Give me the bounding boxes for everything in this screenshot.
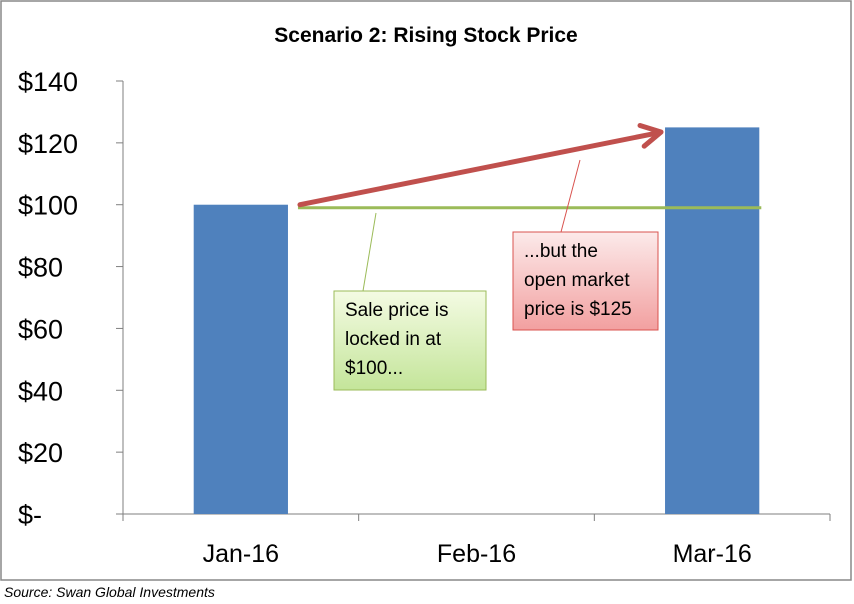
callout-box-market [512, 231, 659, 331]
x-tick-label: Feb-16 [437, 540, 516, 568]
callout-leader-sale [362, 212, 377, 292]
source-note: Source: Swan Global Investments [4, 584, 215, 600]
bar-jan-16 [193, 204, 288, 514]
overlay-lines [297, 123, 762, 210]
chart-title: Scenario 2: Rising Stock Price [274, 24, 577, 47]
callouts: Sale price is locked in at $100... ...but t… [333, 159, 659, 391]
y-tick-label: $60 [18, 314, 63, 344]
x-tick-label: Mar-16 [673, 540, 752, 568]
callout-box-sale [333, 290, 487, 391]
bar-mar-16 [665, 127, 760, 515]
callout-leader-market [560, 159, 581, 233]
y-tick-label: $140 [18, 67, 78, 97]
y-tick-label: $120 [18, 129, 78, 159]
callout-text-market: price is $125 [524, 299, 632, 320]
callout-text-sale: locked in at [345, 329, 442, 350]
y-tick-label: $20 [18, 438, 63, 468]
y-tick-label: $80 [18, 253, 63, 283]
callout-text-sale: Sale price is [345, 300, 449, 321]
price-arrow-head [637, 123, 664, 149]
callout-text-sale: $100... [345, 358, 403, 379]
axes: $- $20 $40 $60 $80 $100 $120 $140 Jan-16 Feb-16 Ma… [18, 67, 831, 568]
y-tick-label: $40 [18, 376, 63, 406]
y-tick-label: $100 [18, 191, 78, 221]
x-tick-label: Jan-16 [203, 540, 279, 568]
price-arrow-line [297, 130, 660, 208]
y-tick-label: $- [18, 500, 42, 530]
callout-text-market: open market [524, 270, 630, 291]
callout-text-market: ...but the [524, 241, 598, 262]
bars [193, 127, 760, 515]
